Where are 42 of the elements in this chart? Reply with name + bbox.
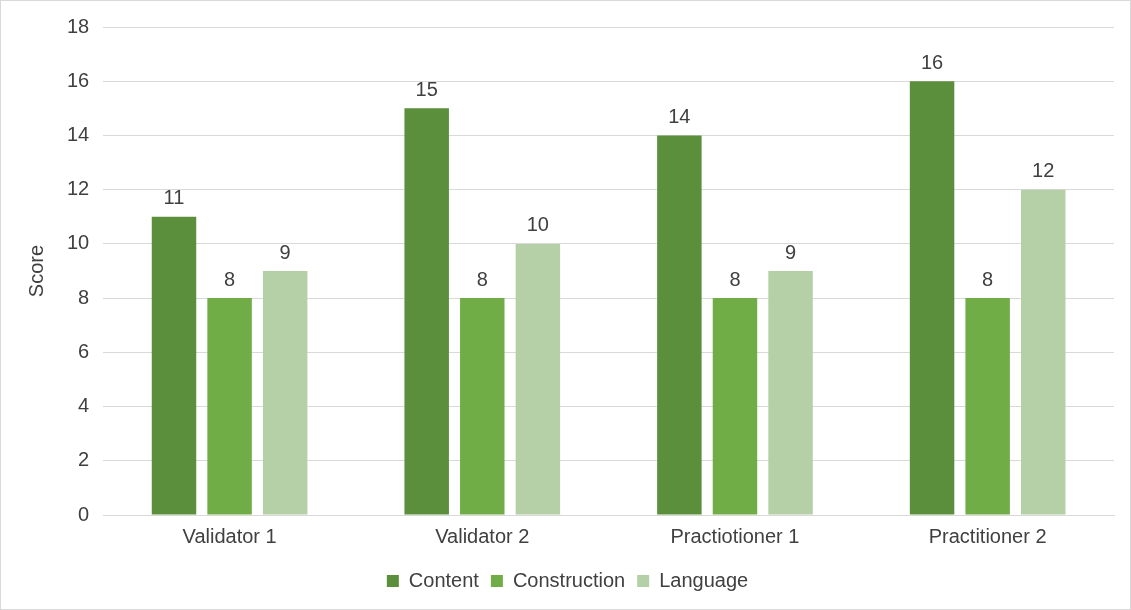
bar (965, 298, 1010, 515)
y-tick-label: 0 (78, 502, 90, 525)
bar (404, 108, 449, 515)
x-tick-label: Validator 2 (435, 524, 530, 547)
bar (712, 298, 758, 515)
bar (460, 298, 505, 515)
data-label: 8 (729, 267, 741, 290)
y-tick-label: 16 (67, 68, 90, 91)
bar (151, 216, 197, 515)
data-label: 8 (224, 267, 236, 290)
data-label: 14 (668, 104, 691, 127)
y-tick-label: 4 (78, 394, 90, 417)
legend-label: Content (408, 568, 480, 591)
data-label: 10 (526, 213, 549, 236)
y-tick-label: 14 (67, 122, 90, 145)
bar (768, 271, 813, 515)
data-label: 8 (982, 267, 994, 290)
x-tick-label: Validator 1 (182, 524, 277, 547)
data-label: 8 (476, 267, 488, 290)
bar (515, 243, 561, 515)
bar (262, 271, 308, 515)
x-tick-label: Practitioner 2 (928, 524, 1047, 547)
y-tick-label: 8 (78, 285, 90, 308)
legend-label: Construction (512, 568, 626, 591)
y-tick-label: 18 (67, 14, 90, 37)
y-tick-label: 6 (78, 339, 90, 362)
y-tick-label: 12 (67, 177, 90, 200)
data-label: 16 (920, 50, 944, 73)
bar (207, 298, 252, 515)
bar (909, 81, 955, 515)
data-label: 11 (163, 186, 185, 209)
data-label: 12 (1032, 159, 1055, 182)
data-label: 15 (415, 77, 438, 100)
legend-label: Language (659, 568, 749, 591)
y-tick-label: 10 (67, 231, 90, 254)
data-label: 9 (785, 240, 797, 263)
bar (657, 135, 702, 515)
x-tick-label: Practiotioner 1 (670, 524, 800, 547)
y-axis-title: Score (24, 244, 47, 298)
y-tick-label: 2 (78, 448, 90, 471)
data-label: 9 (279, 240, 291, 263)
bar (1021, 189, 1066, 515)
